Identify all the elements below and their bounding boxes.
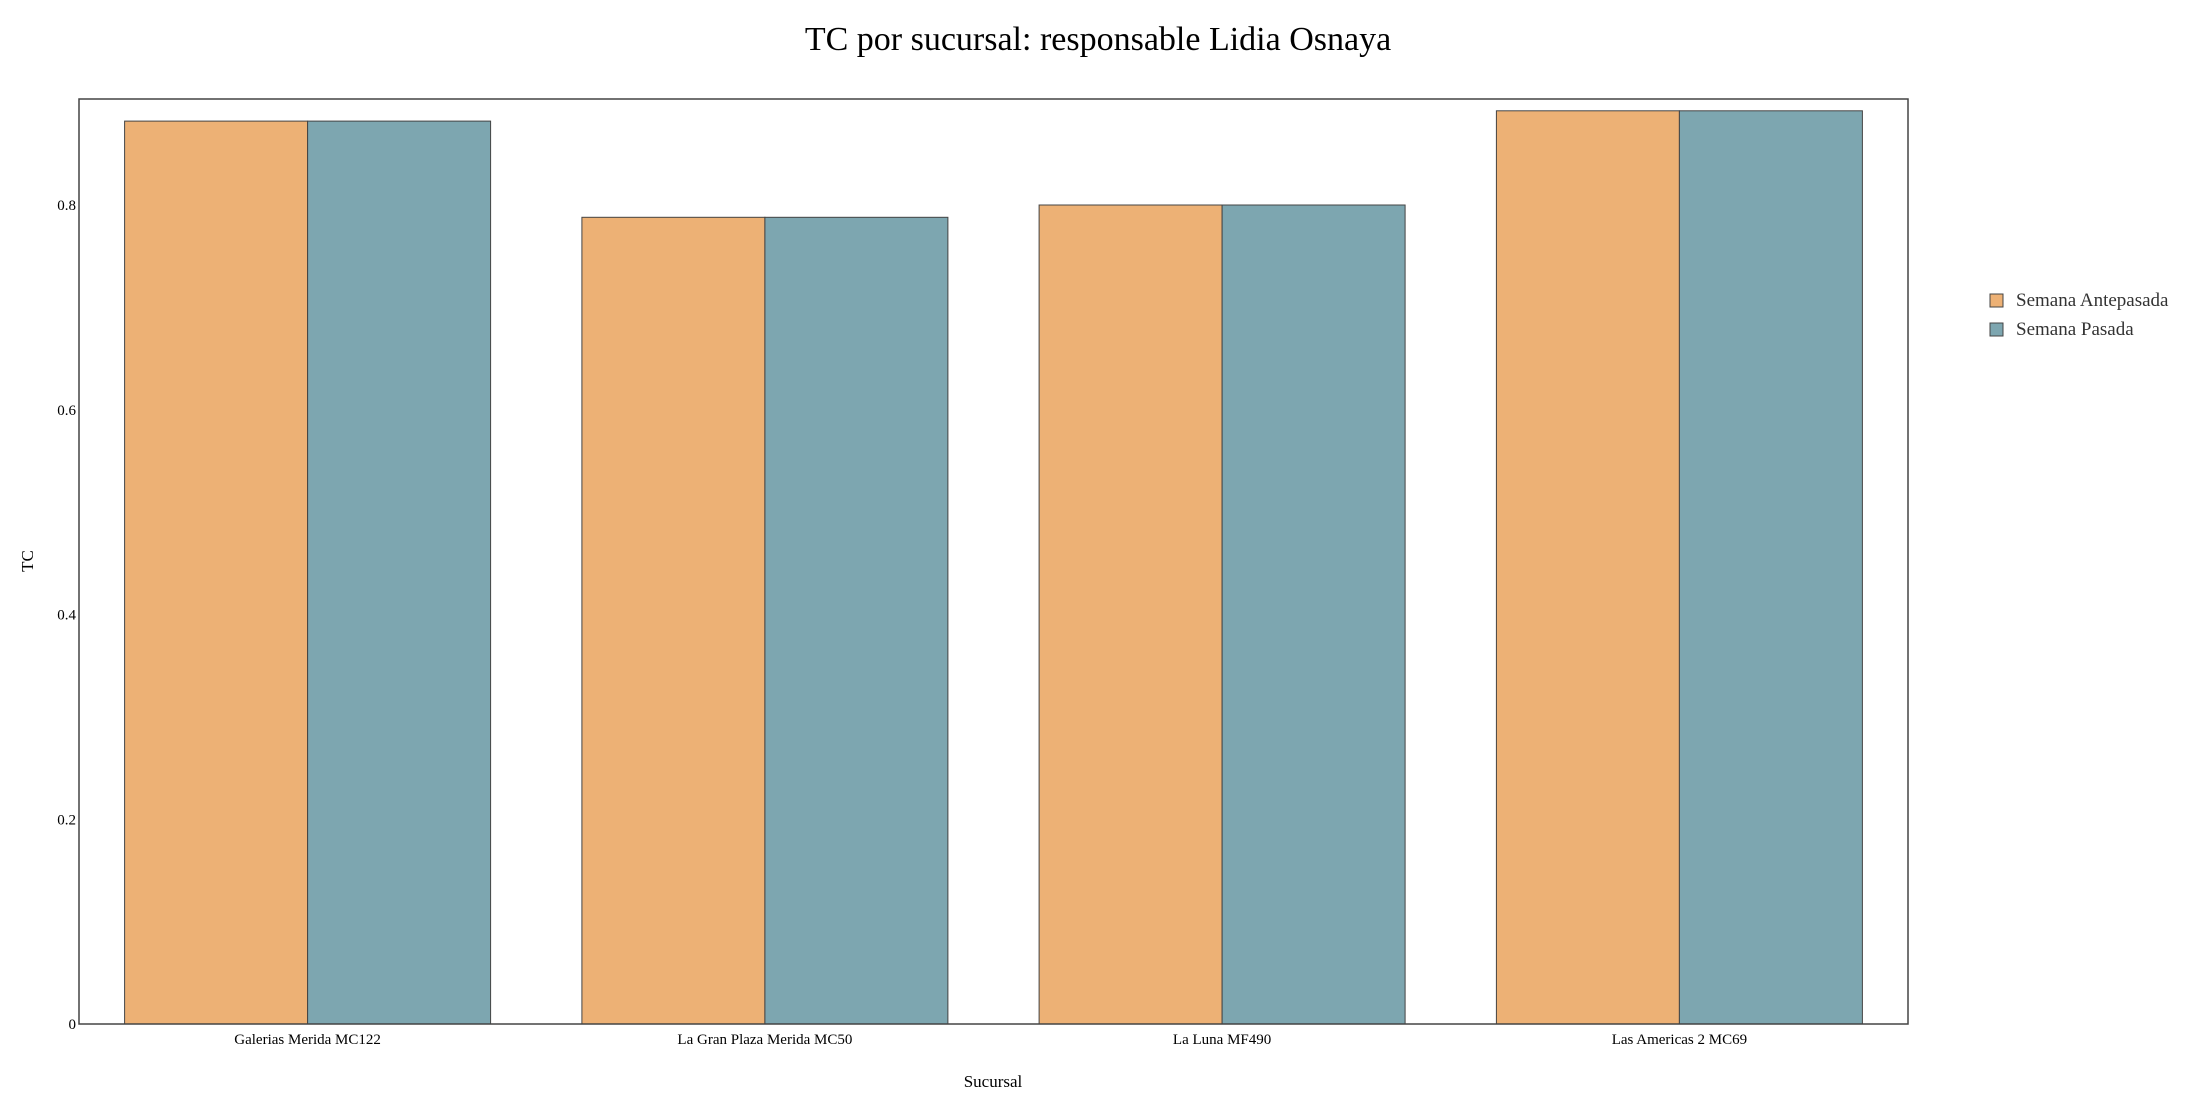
x-tick-label: Galerias Merida MC122 <box>234 1032 381 1048</box>
x-axis-ticks: Galerias Merida MC122 La Gran Plaza Merid… <box>234 1032 1747 1048</box>
x-tick-label: La Gran Plaza Merida MC50 <box>677 1032 852 1048</box>
bar-pasada-0 <box>307 120 492 1025</box>
bar-antepasada-3 <box>1495 110 1680 1025</box>
y-tick-label: 0.2 <box>57 812 76 828</box>
bar-pasada-3 <box>1678 110 1863 1025</box>
bar-antepasada-2 <box>1038 204 1223 1025</box>
legend-label: Semana Pasada <box>2016 319 2134 340</box>
plot-area-frame <box>78 98 1909 1025</box>
y-axis-ticks: 0 0.2 0.4 0.6 0.8 <box>57 198 76 1033</box>
bar-antepasada-1 <box>581 216 766 1025</box>
y-tick-label: 0.4 <box>57 608 76 624</box>
legend: Semana Antepasada Semana Pasada <box>1989 290 2169 340</box>
y-tick-label: 0.8 <box>57 198 76 214</box>
chart-title: TC por sucursal: responsable Lidia Osnay… <box>805 21 1391 58</box>
bar-pasada-2 <box>1221 204 1406 1025</box>
legend-swatch <box>1989 293 2004 308</box>
legend-swatch <box>1989 322 2004 337</box>
x-axis-title: Sucursal <box>964 1072 1023 1091</box>
x-tick-label: La Luna MF490 <box>1173 1032 1271 1048</box>
legend-label: Semana Antepasada <box>2016 290 2169 311</box>
y-tick-label: 0.6 <box>57 403 76 419</box>
x-tick-label: Las Americas 2 MC69 <box>1612 1032 1747 1048</box>
bar-pasada-1 <box>764 216 949 1025</box>
y-tick-label: 0 <box>69 1017 77 1033</box>
bars-group <box>124 110 1863 1025</box>
y-axis-title: TC <box>18 550 37 572</box>
bar-antepasada-0 <box>124 120 309 1025</box>
